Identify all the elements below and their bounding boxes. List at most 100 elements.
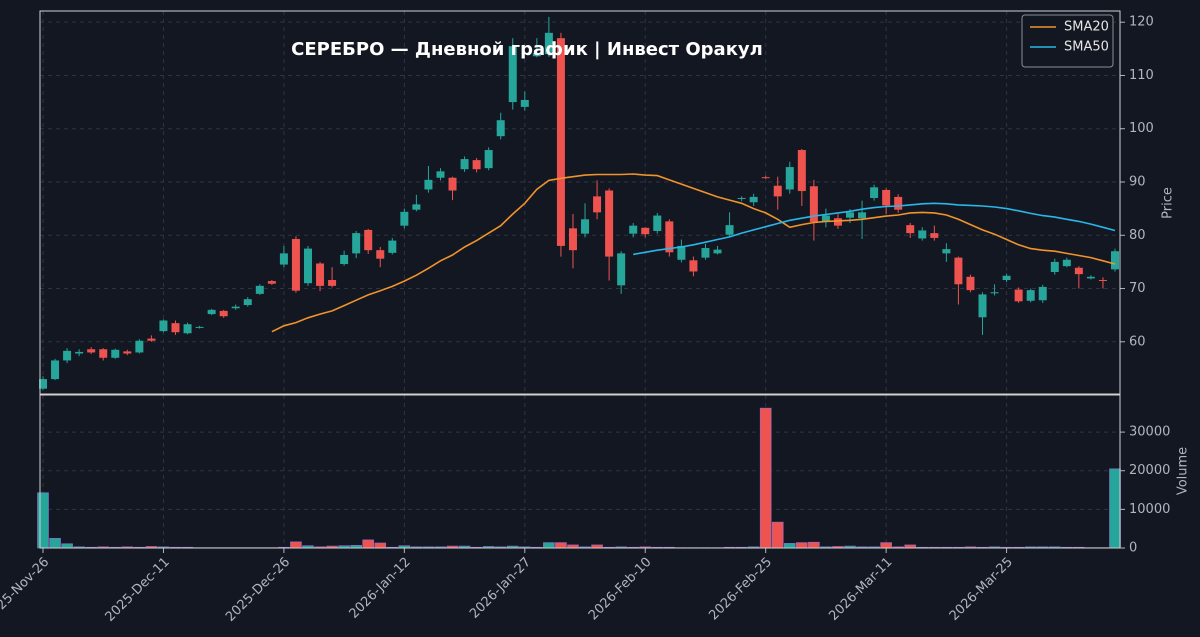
candle-body bbox=[388, 240, 397, 253]
candle-body bbox=[713, 249, 722, 254]
y-axis-label: Volume bbox=[1176, 447, 1191, 495]
candle-body bbox=[629, 225, 638, 234]
candle-body bbox=[556, 38, 565, 246]
candle-body bbox=[858, 212, 867, 219]
candle-body bbox=[472, 160, 481, 170]
volume-bar bbox=[808, 541, 820, 549]
candle-body bbox=[1111, 251, 1119, 270]
candle-body bbox=[63, 350, 72, 361]
y-tick-label: 0 bbox=[1129, 541, 1137, 556]
candle-body bbox=[1026, 290, 1035, 301]
candle-body bbox=[291, 238, 300, 291]
candle-body bbox=[328, 280, 337, 286]
candle-body bbox=[918, 230, 927, 239]
candle-body bbox=[665, 221, 674, 253]
candle-body bbox=[809, 186, 818, 222]
y-tick-label: 100 bbox=[1129, 121, 1154, 136]
candle-body bbox=[1098, 280, 1107, 282]
candle-body bbox=[797, 150, 806, 192]
candle-body bbox=[833, 218, 842, 226]
candle-body bbox=[243, 299, 252, 306]
candle-body bbox=[279, 253, 288, 265]
candle-body bbox=[340, 254, 349, 265]
candle-body bbox=[183, 324, 192, 334]
volume-bar bbox=[37, 492, 49, 549]
y-axis-label: Price bbox=[1161, 187, 1176, 219]
candle-body bbox=[617, 253, 626, 286]
candle-body bbox=[1038, 286, 1047, 301]
candle-body bbox=[773, 185, 782, 197]
candle-body bbox=[737, 197, 746, 199]
candle-body bbox=[870, 187, 879, 198]
candle-body bbox=[605, 190, 614, 257]
candle-body bbox=[520, 99, 529, 107]
candle-body bbox=[111, 349, 120, 358]
candle-body bbox=[593, 196, 602, 213]
candle-body bbox=[894, 196, 903, 210]
candle-body bbox=[352, 233, 361, 254]
candle-body bbox=[641, 227, 650, 235]
candle-body bbox=[532, 53, 541, 57]
y-tick-label: 30000 bbox=[1129, 425, 1170, 440]
candle-body bbox=[51, 360, 60, 380]
candle-body bbox=[99, 349, 108, 358]
chart-title: СЕРЕБРО — Дневной график | Инвест Оракул bbox=[291, 39, 763, 60]
sma-line bbox=[271, 173, 1116, 333]
candle-body bbox=[412, 204, 421, 210]
candle-body bbox=[195, 326, 204, 328]
candle-body bbox=[978, 294, 987, 318]
candle-body bbox=[1014, 289, 1023, 302]
candle-body bbox=[689, 260, 698, 272]
y-tick-label: 90 bbox=[1129, 174, 1146, 189]
candle-body bbox=[677, 245, 686, 260]
candle-body bbox=[75, 351, 84, 354]
volume-bar bbox=[759, 407, 772, 549]
candle-body bbox=[135, 340, 144, 353]
candle-body bbox=[761, 177, 770, 179]
candle-body bbox=[171, 323, 180, 333]
candle-body bbox=[882, 189, 891, 206]
volume-panel-frame bbox=[39, 394, 1121, 549]
candle-body bbox=[159, 320, 168, 332]
price-panel-frame bbox=[39, 10, 1121, 395]
candle-body bbox=[785, 167, 794, 190]
legend-box bbox=[1021, 14, 1114, 68]
candle-body bbox=[207, 309, 216, 315]
candle-body bbox=[954, 257, 963, 285]
candle-body bbox=[496, 120, 505, 137]
candle-body bbox=[123, 351, 132, 354]
candle-body bbox=[219, 310, 228, 317]
candle-body bbox=[364, 229, 373, 251]
volume-bar bbox=[543, 542, 555, 549]
y-tick-label: 10000 bbox=[1129, 502, 1170, 517]
candle-body bbox=[701, 248, 710, 258]
candle-body bbox=[966, 276, 975, 291]
candle-body bbox=[231, 306, 240, 309]
candle-body bbox=[1050, 261, 1059, 273]
candle-body bbox=[846, 212, 855, 218]
volume-bar bbox=[783, 543, 796, 549]
candle-body bbox=[581, 219, 590, 234]
volume-bar bbox=[880, 542, 892, 549]
candle-body bbox=[448, 177, 457, 191]
candle-body bbox=[749, 196, 758, 203]
volume-bar bbox=[796, 542, 808, 549]
candle-body bbox=[376, 250, 385, 259]
volume-bar bbox=[1109, 468, 1121, 549]
volume-bar bbox=[555, 542, 567, 549]
candle-body bbox=[255, 285, 264, 294]
candle-body bbox=[39, 379, 47, 389]
candle-body bbox=[1062, 259, 1071, 267]
candle-body bbox=[424, 179, 433, 190]
candle-body bbox=[87, 349, 96, 353]
candle-body bbox=[460, 159, 469, 170]
candle-body bbox=[267, 281, 276, 284]
volume-bar bbox=[362, 539, 375, 549]
y-tick-label: 20000 bbox=[1129, 463, 1170, 478]
candle-body bbox=[147, 338, 156, 341]
volume-bar bbox=[49, 538, 61, 549]
candle-body bbox=[1086, 276, 1095, 279]
volume-bar bbox=[61, 543, 73, 549]
